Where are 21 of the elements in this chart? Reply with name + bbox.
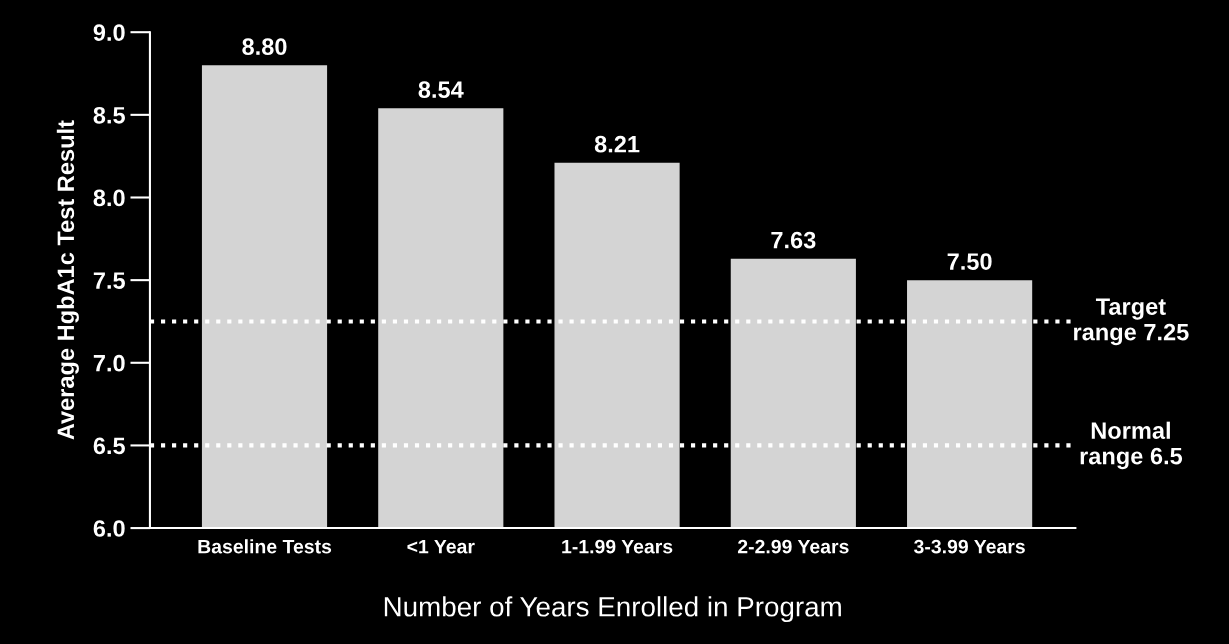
y-tick-label: 7.5 [93,272,125,289]
data-label: 7.50 [947,253,992,270]
x-tick-label: 3-3.99 Years [914,539,1025,554]
y-tick-label: 6.0 [93,520,125,537]
x-axis-title: Number of Years Enrolled in Program [384,596,841,623]
y-tick-label: 7.0 [93,354,125,372]
ref-line-label: Target range 7.25 [1074,298,1189,346]
y-tick-label: 9.0 [93,24,125,41]
x-tick-label: Baseline Tests [198,539,332,554]
data-label: 8.54 [418,81,464,99]
data-label: 8.80 [242,38,287,56]
x-tick-label: 1-1.99 Years [562,539,673,554]
data-label: 8.21 [594,135,640,153]
y-tick-label: 8.5 [93,106,125,124]
y-tick-label: 6.5 [93,437,125,455]
x-tick-label: <1 Year [407,539,475,554]
data-label: 7.63 [771,231,816,249]
y-axis-title: Average HgbA1c Test Result [56,120,79,440]
y-tick-label: 8.0 [93,189,125,207]
ref-line-label: Normal range 6.5 [1080,421,1183,470]
x-tick-label: 2-2.99 Years [737,539,849,554]
